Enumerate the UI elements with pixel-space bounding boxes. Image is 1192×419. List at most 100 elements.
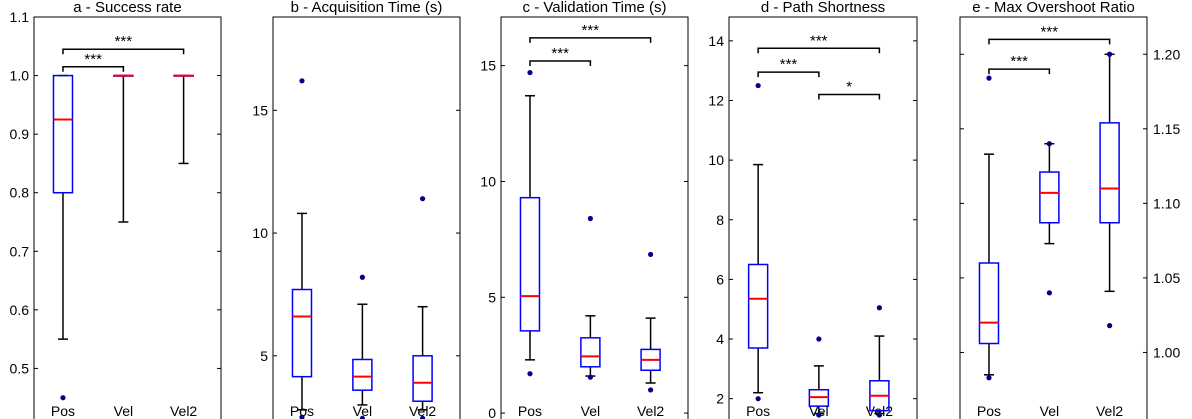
bracket-line bbox=[757, 71, 820, 78]
outlier-point bbox=[986, 375, 992, 381]
y-tick-label: 1.0 bbox=[10, 68, 30, 84]
plot-frame bbox=[728, 16, 918, 419]
y-tick-label: 12 bbox=[708, 92, 724, 108]
outlier-point bbox=[299, 78, 305, 84]
y-tick-label: 0.9 bbox=[10, 126, 30, 142]
panel-1: a - Success rate0.40.50.60.70.80.91.01.1… bbox=[10, 0, 222, 419]
bracket-line bbox=[988, 38, 1111, 45]
bracket-line bbox=[757, 47, 881, 54]
box-pos bbox=[291, 78, 313, 419]
y-tick-label: 1.15 bbox=[1153, 121, 1180, 137]
iqr-box bbox=[412, 355, 433, 402]
x-tick-label: Vel bbox=[353, 403, 372, 419]
y-tick-label: 0.5 bbox=[10, 360, 30, 376]
box-pos bbox=[519, 69, 541, 377]
outlier-point bbox=[648, 251, 654, 258]
significance-bracket: * bbox=[818, 79, 881, 100]
bracket-line bbox=[988, 68, 1051, 75]
y-tick-label: 4 bbox=[716, 331, 724, 347]
panel-3: c - Validation Time (s) 0 5 10 15 Pos Vel Vel2 *… bbox=[480, 0, 689, 419]
panel-title: c - Validation Time (s) bbox=[523, 0, 667, 16]
significance-label: *** bbox=[582, 22, 600, 39]
significance-label: *** bbox=[551, 45, 569, 62]
significance-bracket: *** bbox=[988, 53, 1051, 75]
x-tick-label: Pos bbox=[290, 403, 314, 419]
x-tick-label: Pos bbox=[518, 403, 542, 419]
x-tick-label: Vel bbox=[114, 403, 133, 419]
outlier-point bbox=[1046, 290, 1052, 296]
iqr-box bbox=[580, 337, 601, 368]
y-tick-label: 5 bbox=[488, 289, 496, 305]
box-pos bbox=[52, 74, 74, 401]
y-tick-label: 1.10 bbox=[1153, 195, 1180, 211]
significance-label: * bbox=[846, 79, 852, 96]
iqr-box bbox=[747, 263, 769, 349]
panel-2: b - Acquisition Time (s) 5 10 15 Pos Vel Vel2 bbox=[252, 0, 461, 419]
x-tick-label: Vel2 bbox=[409, 403, 436, 419]
iqr-box bbox=[1099, 122, 1120, 224]
significance-bracket: *** bbox=[529, 45, 592, 67]
x-tick-label: Vel bbox=[1040, 403, 1059, 419]
significance-bracket: *** bbox=[757, 32, 881, 54]
significance-label: *** bbox=[810, 32, 828, 49]
significance-label: *** bbox=[780, 56, 798, 73]
outlier-point bbox=[816, 412, 822, 418]
plot-frame bbox=[33, 16, 222, 419]
outlier-point bbox=[587, 215, 593, 222]
panel-title: e - Max Overshoot Ratio bbox=[972, 0, 1135, 16]
outlier-point bbox=[986, 75, 992, 81]
y-tick-label: 10 bbox=[252, 225, 268, 241]
box-pos bbox=[978, 75, 1000, 381]
y-tick-label: 1.20 bbox=[1153, 46, 1180, 62]
outlier-point bbox=[527, 69, 533, 76]
bracket-line bbox=[62, 66, 125, 72]
outlier-point bbox=[420, 415, 426, 419]
iqr-box bbox=[519, 196, 541, 332]
box-vel bbox=[113, 74, 134, 223]
panel-5: e - Max Overshoot Ratio0.951.001.051.101… bbox=[959, 0, 1180, 419]
x-tick-label: Vel2 bbox=[637, 403, 664, 419]
outlier-point bbox=[359, 274, 365, 280]
box-vel bbox=[1039, 141, 1060, 296]
x-tick-label: Pos bbox=[977, 403, 1001, 419]
outlier-point bbox=[755, 82, 761, 89]
y-tick-label: 0 bbox=[488, 405, 496, 419]
x-tick-label: Vel2 bbox=[170, 403, 197, 419]
y-tick-label: 14 bbox=[708, 33, 724, 49]
bracket-line bbox=[529, 37, 652, 43]
outlier-point bbox=[648, 387, 654, 393]
iqr-box bbox=[978, 262, 1000, 345]
y-tick-label: 15 bbox=[480, 58, 496, 74]
outlier-point bbox=[876, 305, 883, 311]
y-tick-label: 2 bbox=[716, 391, 724, 407]
box-vel bbox=[580, 215, 601, 380]
iqr-box bbox=[291, 288, 313, 378]
iqr-box bbox=[52, 74, 74, 194]
significance-label: *** bbox=[1041, 23, 1059, 40]
outlier-point bbox=[527, 371, 533, 377]
significance-bracket: *** bbox=[757, 56, 820, 78]
plot-frame bbox=[272, 16, 461, 419]
significance-label: *** bbox=[84, 51, 102, 68]
outlier-point bbox=[359, 415, 365, 419]
plot-frame bbox=[500, 16, 689, 419]
outlier-point bbox=[60, 395, 66, 401]
bracket-line bbox=[529, 60, 592, 67]
box-pos bbox=[747, 82, 769, 402]
y-tick-label: 15 bbox=[252, 102, 268, 118]
panel-title: b - Acquisition Time (s) bbox=[291, 0, 443, 16]
outlier-point bbox=[1107, 51, 1113, 57]
panel-title: d - Path Shortness bbox=[761, 0, 885, 16]
box-vel2 bbox=[640, 251, 661, 393]
y-tick-label: 5 bbox=[260, 348, 268, 364]
y-tick-label: 1.1 bbox=[10, 9, 30, 25]
significance-label: *** bbox=[115, 33, 133, 50]
outlier-point bbox=[816, 336, 822, 342]
iqr-box bbox=[352, 358, 373, 391]
box-vel2 bbox=[173, 74, 194, 165]
significance-bracket: *** bbox=[529, 22, 652, 43]
outlier-point bbox=[420, 196, 426, 202]
y-tick-label: 1.05 bbox=[1153, 270, 1180, 286]
significance-bracket: *** bbox=[988, 23, 1111, 45]
